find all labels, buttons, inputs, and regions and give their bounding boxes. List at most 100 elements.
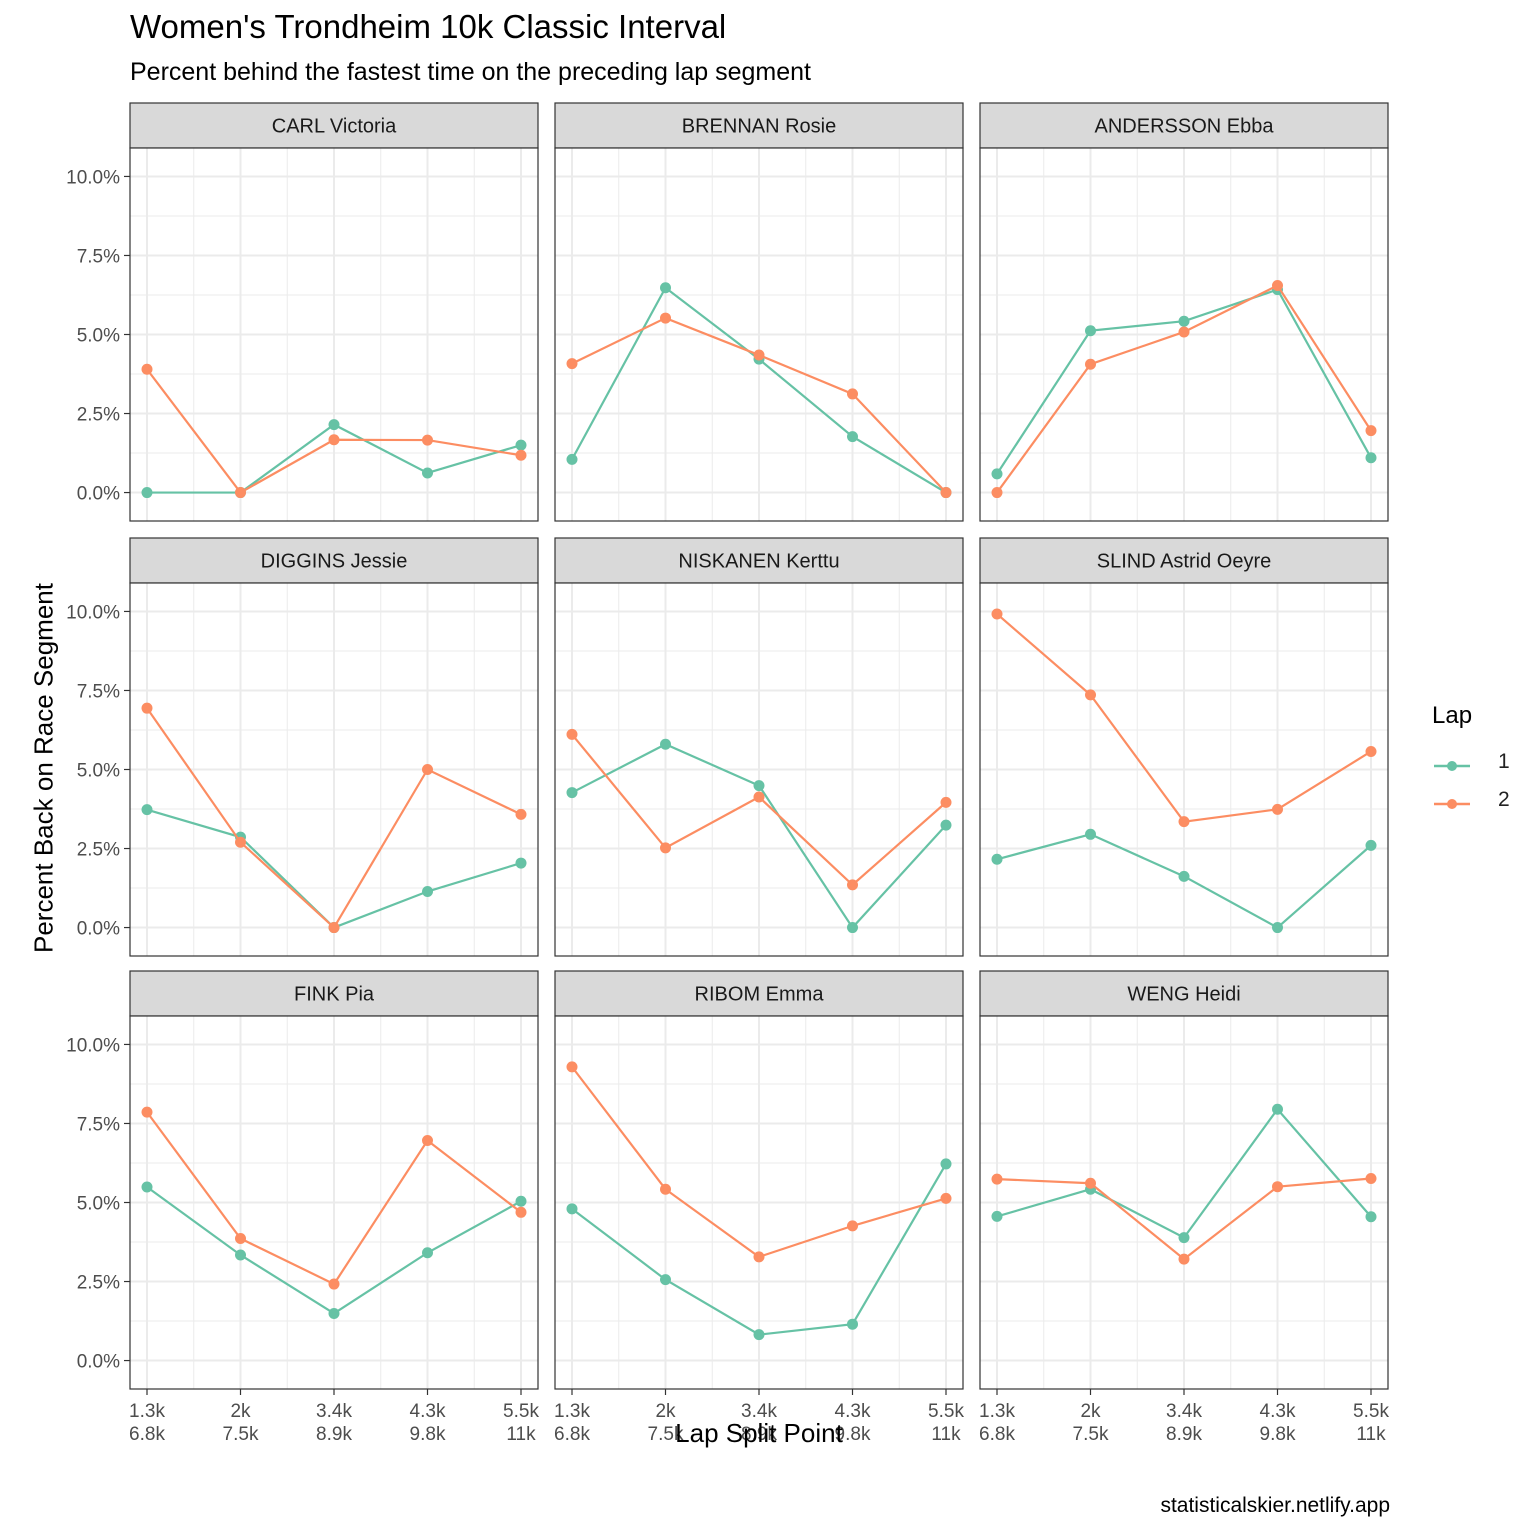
data-point-lap-1 <box>235 1249 246 1261</box>
x-tick-label: 1.3k <box>554 1401 590 1422</box>
facet-strip <box>979 102 1389 149</box>
data-point-lap-2 <box>1178 816 1190 828</box>
data-point-lap-1 <box>566 787 578 799</box>
data-point-lap-2 <box>422 434 433 446</box>
data-point-lap-1 <box>1365 1211 1377 1223</box>
data-point-lap-1 <box>1272 922 1283 934</box>
data-point-lap-2 <box>940 796 952 808</box>
facet-strip <box>979 970 1389 1017</box>
facet-strip-label: RIBOM Emma <box>695 984 825 1006</box>
x-tick-label: 3.4k <box>741 1401 777 1422</box>
x-tick-label: 6.8k <box>554 1424 590 1445</box>
x-tick-label: 2k <box>655 1401 676 1422</box>
data-point-lap-2 <box>1272 803 1283 815</box>
facet-panel-slind-astrid-oeyre: SLIND Astrid Oeyre <box>979 537 1389 957</box>
data-point-lap-1 <box>1085 325 1096 337</box>
data-point-lap-2 <box>141 1106 153 1118</box>
panel-border <box>979 582 1389 957</box>
data-point-lap-1 <box>660 282 671 294</box>
data-point-lap-1 <box>940 1158 952 1170</box>
x-tick-label: 7.5k <box>223 1424 259 1445</box>
y-tick-label: 0.0% <box>77 484 120 505</box>
x-tick-label: 4.3k <box>835 1401 871 1422</box>
data-point-lap-1 <box>940 819 952 831</box>
y-tick-label: 7.5% <box>77 1114 120 1135</box>
y-tick-label: 10.0% <box>66 1035 120 1056</box>
legend-key-lap-2 <box>1434 799 1470 809</box>
data-point-lap-2 <box>1272 280 1283 292</box>
data-point-lap-2 <box>1272 1181 1283 1193</box>
data-point-lap-1 <box>1365 452 1377 464</box>
facet-strip <box>554 102 964 149</box>
panel-border <box>554 147 964 522</box>
data-point-lap-2 <box>1085 689 1096 701</box>
data-point-lap-2 <box>753 349 765 361</box>
data-point-lap-2 <box>847 388 858 400</box>
data-point-lap-2 <box>141 363 153 375</box>
data-point-lap-1 <box>515 439 527 451</box>
legend: Lap 1 2 <box>1432 702 1510 824</box>
legend-key-lap-1 <box>1434 761 1470 771</box>
data-point-lap-1 <box>991 468 1003 480</box>
y-tick-label: 5.0% <box>77 326 120 347</box>
data-point-lap-1 <box>1365 839 1377 851</box>
facet-strip-label: CARL Victoria <box>272 116 397 138</box>
x-tick-label: 11k <box>506 1424 536 1445</box>
y-tick-label: 7.5% <box>77 681 120 702</box>
facet-panel-brennan-rosie: BRENNAN Rosie <box>554 102 964 522</box>
x-tick-label: 1.3k <box>129 1401 165 1422</box>
facet-strip-label: SLIND Astrid Oeyre <box>1097 551 1272 573</box>
data-point-lap-1 <box>991 1210 1003 1222</box>
y-tick-label: 0.0% <box>77 1352 120 1373</box>
facet-strip-label: ANDERSSON Ebba <box>1095 116 1275 138</box>
legend-title: Lap <box>1432 702 1473 729</box>
facet-panel-andersson-ebba: ANDERSSON Ebba <box>979 102 1389 522</box>
y-tick-label: 10.0% <box>66 167 120 188</box>
data-point-lap-1 <box>141 487 153 499</box>
data-point-lap-1 <box>141 1181 153 1193</box>
data-point-lap-1 <box>422 1247 433 1259</box>
y-tick-label: 2.5% <box>77 405 120 426</box>
x-tick-label: 5.5k <box>928 1401 964 1422</box>
data-point-lap-2 <box>515 1206 527 1218</box>
x-axis-title: Lap Split Point <box>675 1418 843 1448</box>
legend-item-lap-1: 1 <box>1432 748 1510 786</box>
y-axis-title: Percent Back on Race Segment <box>28 583 59 953</box>
x-tick-label: 9.8k <box>410 1424 446 1445</box>
x-tick-label: 6.8k <box>979 1424 1015 1445</box>
facet-strip <box>129 537 539 584</box>
facet-panel-diggins-jessie: DIGGINS Jessie 0.0% 2.5% 5.0% 7.5% 10.0% <box>66 537 539 957</box>
y-tick-label: 0.0% <box>77 919 120 940</box>
data-point-lap-2 <box>991 487 1003 499</box>
facet-panel-weng-heidi: WENG Heidi 1.3k6.8k 2k7.5k 3.4k8.9k 4.3k9.8k… <box>979 970 1389 1445</box>
facet-panel-niskanen-kerttu: NISKANEN Kerttu <box>554 537 964 957</box>
data-point-lap-1 <box>753 1329 765 1341</box>
chart-title: Women's Trondheim 10k Classic Interval <box>130 8 727 45</box>
data-point-lap-1 <box>328 1307 340 1319</box>
data-point-lap-2 <box>847 879 858 891</box>
facet-panel-fink-pia: FINK Pia 0.0% 2.5% 5.0% 7.5% 10.0% 1.3k6.8k 2k7… <box>66 970 539 1445</box>
data-point-lap-2 <box>515 808 527 820</box>
panel-border <box>554 582 964 957</box>
data-point-lap-1 <box>1178 315 1190 327</box>
data-point-lap-2 <box>328 1278 340 1290</box>
data-point-lap-2 <box>753 1251 765 1263</box>
data-point-lap-2 <box>1178 326 1190 338</box>
panel-border <box>979 147 1389 522</box>
data-point-lap-2 <box>515 449 527 461</box>
data-point-lap-1 <box>660 738 671 750</box>
y-tick-label: 2.5% <box>77 1273 120 1294</box>
x-tick-label: 8.9k <box>316 1424 352 1445</box>
facet-strip <box>554 537 964 584</box>
facet-strip <box>979 537 1389 584</box>
x-tick-label: 7.5k <box>1073 1424 1109 1445</box>
x-tick-label: 4.3k <box>410 1401 446 1422</box>
x-tick-label: 2k <box>230 1401 251 1422</box>
data-point-lap-2 <box>660 312 671 324</box>
facet-strip-label: NISKANEN Kerttu <box>678 551 839 573</box>
data-point-lap-1 <box>566 453 578 465</box>
data-point-lap-1 <box>1178 1232 1190 1244</box>
x-tick-label: 4.3k <box>1260 1401 1296 1422</box>
data-point-lap-2 <box>422 1135 433 1147</box>
data-point-lap-1 <box>515 857 527 869</box>
